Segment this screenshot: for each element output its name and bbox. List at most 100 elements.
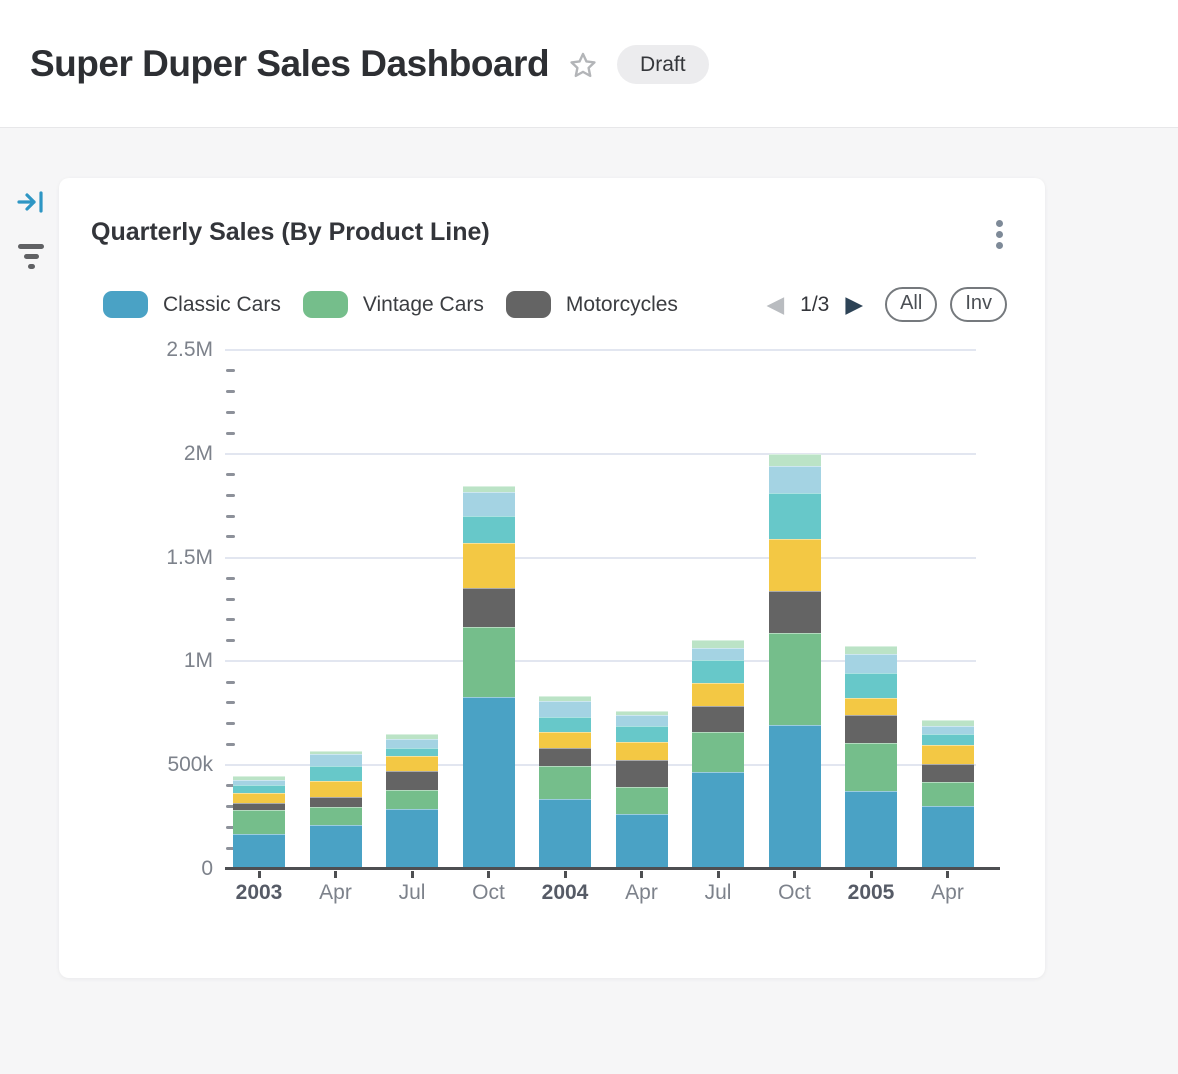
bar-segment[interactable] xyxy=(692,771,744,869)
bar-segment[interactable] xyxy=(309,754,362,766)
legend-prev-button[interactable]: ◀ xyxy=(766,291,785,317)
page-title: Super Duper Sales Dashboard xyxy=(30,42,550,84)
legend-next-button[interactable]: ▶ xyxy=(845,291,864,317)
bar-segment[interactable] xyxy=(768,466,821,494)
bar-segment[interactable] xyxy=(845,672,897,699)
bar-segment[interactable] xyxy=(845,653,897,673)
bar-segment[interactable] xyxy=(233,784,285,793)
bar-segment[interactable] xyxy=(615,786,668,814)
bar-segment[interactable] xyxy=(386,789,438,810)
bar-segment[interactable] xyxy=(233,775,285,780)
filter-button[interactable] xyxy=(15,240,47,272)
bar-segment[interactable] xyxy=(615,714,668,726)
bar-segment[interactable] xyxy=(309,751,362,755)
bar-segment[interactable] xyxy=(539,798,591,869)
legend-all-button[interactable]: All xyxy=(885,287,938,322)
bar-segment[interactable] xyxy=(309,765,362,781)
legend-item[interactable]: Vintage Cars xyxy=(302,291,484,318)
bar-segment[interactable] xyxy=(539,695,591,702)
bar-segment[interactable] xyxy=(692,647,744,661)
bar-segment[interactable] xyxy=(539,747,591,766)
bar-segment[interactable] xyxy=(462,696,515,869)
bar-segment[interactable] xyxy=(615,725,668,743)
y-axis-minor-tick xyxy=(226,805,235,809)
bar-segment[interactable] xyxy=(921,725,974,734)
legend-item-label: Classic Cars xyxy=(163,292,281,316)
bar-segment[interactable] xyxy=(768,632,821,725)
legend-items: Classic Cars Vintage Cars Motorcycles xyxy=(103,291,678,318)
bar-segment[interactable] xyxy=(921,763,974,783)
y-axis-minor-tick xyxy=(226,597,235,601)
bar-segment[interactable] xyxy=(462,627,515,697)
y-axis-label: 500k xyxy=(167,753,213,777)
y-axis-minor-tick xyxy=(226,514,235,518)
bar-segment[interactable] xyxy=(386,739,438,748)
bar-segment[interactable] xyxy=(386,809,438,869)
bar-segment[interactable] xyxy=(768,453,821,467)
bar-segment[interactable] xyxy=(462,587,515,628)
bar-segment[interactable] xyxy=(768,493,821,539)
bar-segment[interactable] xyxy=(309,797,362,807)
bar-segment[interactable] xyxy=(386,747,438,756)
bar-segment[interactable] xyxy=(462,515,515,543)
x-axis-tick xyxy=(640,871,643,878)
x-axis-label: Oct xyxy=(778,881,811,904)
bar-segment[interactable] xyxy=(233,809,285,834)
y-axis-minor-tick xyxy=(226,369,235,373)
bar-segment[interactable] xyxy=(845,715,897,743)
bar-segment[interactable] xyxy=(539,701,591,718)
bar-segment[interactable] xyxy=(692,640,744,648)
bar-segment[interactable] xyxy=(615,813,668,869)
x-axis-tick xyxy=(257,871,261,878)
bar-segment[interactable] xyxy=(692,732,744,772)
bar-segment[interactable] xyxy=(539,717,591,732)
bar-segment[interactable] xyxy=(462,492,515,516)
x-axis-label: 2005 xyxy=(847,881,895,904)
bar-segment[interactable] xyxy=(386,733,438,740)
y-axis-minor-tick xyxy=(226,722,235,726)
y-axis-minor-tick xyxy=(226,639,235,643)
bar-segment[interactable] xyxy=(233,833,285,869)
bar-segment[interactable] xyxy=(233,803,285,810)
bar-segment[interactable] xyxy=(309,806,362,826)
bar-segment[interactable] xyxy=(845,742,897,791)
gridline xyxy=(225,660,976,663)
bar-segment[interactable] xyxy=(768,538,821,592)
bar-segment[interactable] xyxy=(539,765,591,799)
bar-segment[interactable] xyxy=(615,710,668,715)
bar-segment[interactable] xyxy=(845,646,897,654)
bar-segment[interactable] xyxy=(845,698,897,716)
bar-segment[interactable] xyxy=(615,760,668,787)
kebab-menu-button[interactable] xyxy=(988,216,1011,253)
bar-segment[interactable] xyxy=(921,782,974,807)
favorite-star-icon[interactable] xyxy=(567,50,599,82)
bar-segment[interactable] xyxy=(539,731,591,748)
bar-segment[interactable] xyxy=(768,591,821,633)
bar-segment[interactable] xyxy=(692,682,744,707)
bar-segment[interactable] xyxy=(233,792,285,804)
bar-segment[interactable] xyxy=(921,733,974,746)
bar-segment[interactable] xyxy=(309,825,362,869)
bar-segment[interactable] xyxy=(386,755,438,772)
bar-segment[interactable] xyxy=(768,724,821,869)
bar-segment[interactable] xyxy=(921,720,974,726)
bar-segment[interactable] xyxy=(615,742,668,761)
bar-segment[interactable] xyxy=(386,771,438,790)
bar-segment[interactable] xyxy=(921,806,974,869)
y-axis-minor-tick xyxy=(226,431,235,435)
bar-segment[interactable] xyxy=(845,790,897,869)
bar-segment[interactable] xyxy=(309,780,362,798)
bar-segment[interactable] xyxy=(462,542,515,588)
bar-segment[interactable] xyxy=(462,486,515,493)
bar-segment[interactable] xyxy=(692,706,744,733)
legend-item[interactable]: Classic Cars xyxy=(103,291,281,318)
legend-item[interactable]: Motorcycles xyxy=(505,291,678,318)
x-axis-label: 2004 xyxy=(541,881,589,904)
expand-panel-button[interactable] xyxy=(15,186,47,218)
bar-segment[interactable] xyxy=(233,779,285,785)
legend-inv-button[interactable]: Inv xyxy=(950,287,1007,322)
bar-segment[interactable] xyxy=(692,660,744,683)
legend-item-label: Motorcycles xyxy=(565,292,678,316)
y-axis-minor-tick xyxy=(226,701,235,705)
bar-segment[interactable] xyxy=(921,745,974,764)
